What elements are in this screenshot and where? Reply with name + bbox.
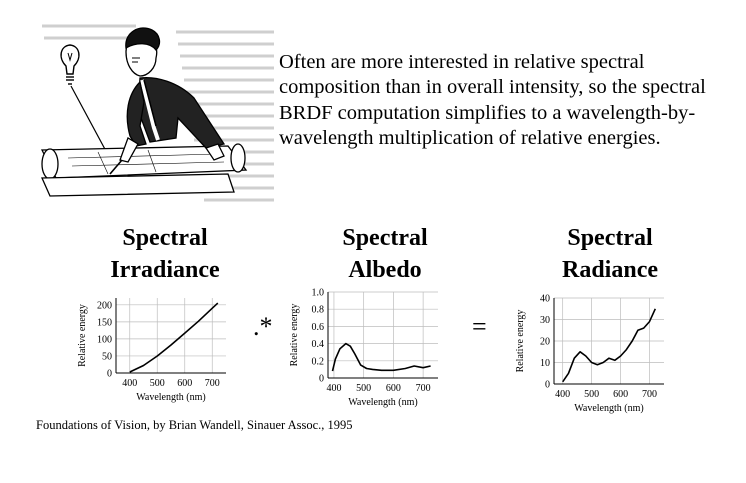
chart-spectral-albedo: 400 500 600 700 0 0.2 0.4 0.6 0.8 1.0 Wavelength (… [289, 288, 438, 408]
x-axis-label: Wavelength (nm) [574, 403, 643, 414]
x-tick-label: 400 [555, 389, 570, 400]
x-tick-label: 500 [150, 378, 165, 389]
y-tick-label: 0.8 [312, 305, 325, 316]
y-tick-label: 40 [540, 294, 550, 305]
y-axis-label: Relative energy [77, 304, 88, 367]
x-tick-label: 700 [416, 383, 431, 394]
x-axis-label: Wavelength (nm) [136, 392, 205, 403]
title-spectral-radiance: Spectral Radiance [525, 222, 695, 286]
title-spectral-irradiance: Spectral Irradiance [80, 222, 250, 286]
y-tick-label: 150 [97, 317, 112, 328]
x-tick-label: 600 [386, 383, 401, 394]
x-tick-label: 700 [205, 378, 220, 389]
lightbulb-icon [60, 44, 80, 85]
x-tick-label: 500 [356, 383, 371, 394]
y-axis-label: Relative energy [289, 304, 300, 367]
source-caption: Foundations of Vision, by Brian Wandell,… [36, 418, 353, 432]
x-axis-label: Wavelength (nm) [348, 397, 417, 408]
x-tick-label: 600 [177, 378, 192, 389]
intro-paragraph: Often are more interested in relative sp… [279, 51, 706, 150]
y-tick-label: 0.4 [312, 339, 325, 350]
title-line-2: Albedo [348, 257, 422, 283]
title-line-1: Spectral [567, 225, 653, 251]
x-tick-label: 400 [326, 383, 341, 394]
series-line [129, 302, 219, 373]
y-tick-label: 1.0 [312, 288, 325, 299]
series-line [331, 342, 431, 372]
y-tick-label: 100 [97, 334, 112, 345]
x-tick-label: 400 [122, 378, 137, 389]
y-tick-label: 20 [540, 337, 550, 348]
drawing-table [40, 143, 248, 197]
equals-operator: = [472, 312, 487, 341]
title-line-1: Spectral [122, 225, 208, 251]
illustration-man-with-lamp [40, 24, 274, 202]
chart-spectral-radiance: 400 500 600 700 0 10 20 30 40 Wavelength (nm) Rela… [515, 294, 664, 414]
title-line-1: Spectral [342, 225, 428, 251]
y-tick-label: 30 [540, 315, 550, 326]
y-axis-label: Relative energy [515, 310, 526, 373]
title-spectral-albedo: Spectral Albedo [300, 222, 470, 286]
x-tick-label: 700 [642, 389, 657, 400]
y-tick-label: 10 [540, 358, 550, 369]
y-tick-label: 50 [102, 351, 112, 362]
y-tick-label: 0 [319, 374, 324, 385]
y-tick-label: 0 [545, 380, 550, 391]
multiply-operator: .* [253, 312, 273, 341]
y-tick-label: 0.6 [312, 322, 325, 333]
y-tick-label: 200 [97, 300, 112, 311]
series-line [562, 308, 657, 383]
man-figure [109, 27, 226, 175]
y-tick-label: 0.2 [312, 356, 325, 367]
x-tick-label: 500 [584, 389, 599, 400]
y-tick-label: 0 [107, 369, 112, 380]
title-line-2: Irradiance [110, 257, 220, 283]
x-tick-label: 600 [613, 389, 628, 400]
chart-spectral-irradiance: 400 500 600 700 0 50 100 150 200 Wavelength (nm) R… [77, 298, 226, 403]
title-line-2: Radiance [562, 257, 658, 283]
